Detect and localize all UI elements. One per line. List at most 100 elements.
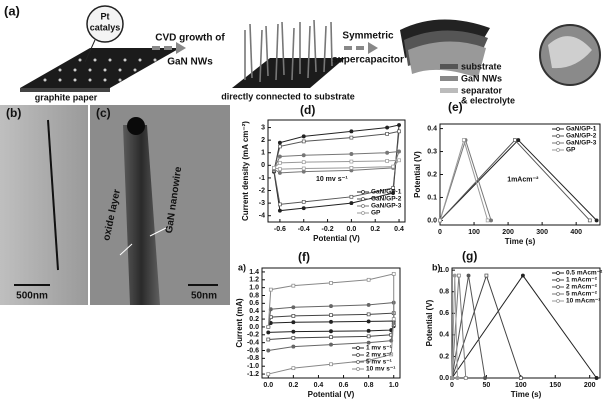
y-axis-label: Potential (V) xyxy=(413,151,422,198)
x-tick-label: 0.0 xyxy=(347,226,357,233)
point xyxy=(366,358,371,363)
point xyxy=(461,138,466,142)
zoom-line xyxy=(84,39,96,63)
point xyxy=(266,372,271,376)
series-line xyxy=(273,159,401,170)
point xyxy=(385,132,389,136)
point xyxy=(594,376,599,380)
chart: 0 100 200 300 400 0.0 0.1 0.2 0.3 0.4 Time (s) Pote… xyxy=(413,100,601,246)
arrow xyxy=(152,46,160,50)
point xyxy=(397,129,401,134)
legend-swatch xyxy=(440,76,458,81)
point xyxy=(266,330,271,335)
annotation: 10 mv s⁻¹ xyxy=(316,176,348,183)
legend-marker xyxy=(556,134,560,138)
legend-label: 10 mv s⁻¹ xyxy=(366,366,395,373)
legend-label: GP xyxy=(566,147,576,154)
y-tick-label: 0.0 xyxy=(439,375,449,382)
scale-text: 50nm xyxy=(191,291,217,302)
panel-label: (a) xyxy=(4,3,20,18)
nanowire xyxy=(123,125,160,305)
step-label: supercapacitor xyxy=(332,55,404,66)
point xyxy=(397,123,401,127)
y-tick-label: 0.2 xyxy=(249,316,259,323)
y-tick-label: 0.0 xyxy=(427,217,437,224)
point xyxy=(266,325,271,329)
device-layer xyxy=(408,41,486,78)
legend-text: & electrolyte xyxy=(461,95,515,105)
paper-edge xyxy=(20,88,110,92)
image xyxy=(90,105,230,305)
point xyxy=(349,201,354,206)
point xyxy=(291,366,296,371)
arrow xyxy=(164,46,172,50)
legend-label: 5 mv s⁻¹ xyxy=(366,359,392,366)
point xyxy=(349,159,354,164)
point xyxy=(301,160,306,165)
point xyxy=(291,336,296,340)
y-tick-label: -3 xyxy=(259,200,265,207)
chart: 0 50 100 150 200 0.0 0.2 0.4 0.6 0.8 1.0 Time (s) Po… xyxy=(425,249,603,399)
point xyxy=(366,334,371,339)
y-tick-label: 0.2 xyxy=(427,171,437,178)
step-label: Symmetric xyxy=(342,31,394,42)
point xyxy=(484,273,489,278)
point xyxy=(385,150,390,155)
y-tick-label: -1 xyxy=(259,175,265,182)
point xyxy=(366,277,371,282)
y-tick-label: 0.0 xyxy=(249,324,259,331)
x-tick-label: 50 xyxy=(483,382,491,389)
point xyxy=(349,194,354,199)
y-tick-label: 0.8 xyxy=(249,292,259,299)
legend-text: GaN NWs xyxy=(461,73,502,83)
legend-label: GaN/GP-2 xyxy=(371,196,402,203)
point xyxy=(483,376,487,380)
y-tick-label: 0.8 xyxy=(439,289,449,296)
point xyxy=(366,340,371,345)
legend-swatch xyxy=(440,88,458,93)
legend-label: 5 mAcm⁻² xyxy=(566,291,598,298)
point xyxy=(291,320,296,325)
point xyxy=(278,202,282,207)
chart: -0.6 -0.4 -0.2 0.0 0.2 0.4 -4 -3 -2 -1 0 1 2 3 Potenti… xyxy=(241,103,406,243)
chart: 0.0 0.2 0.4 0.6 0.8 1.0-1.2-1.0-0.8-0.6-0.4-0… xyxy=(235,250,401,399)
panel-label: (b) xyxy=(6,106,21,120)
catalyst-label: Pt xyxy=(101,11,110,21)
point xyxy=(277,154,282,159)
catalyst-dots xyxy=(43,58,157,82)
series-line xyxy=(439,138,489,221)
y-tick-label: 0.4 xyxy=(439,332,449,339)
series-line xyxy=(439,138,492,221)
point xyxy=(329,281,333,285)
arrow xyxy=(356,46,364,50)
legend-marker xyxy=(361,211,365,215)
plot-frame xyxy=(261,267,401,379)
point xyxy=(385,125,390,130)
legend-label: GaN/GP-3 xyxy=(566,140,597,147)
point xyxy=(397,149,401,154)
x-tick-label: -0.6 xyxy=(274,226,286,233)
plot-frame xyxy=(451,267,601,379)
y-tick-label: -0.6 xyxy=(247,347,259,354)
point xyxy=(349,166,354,170)
arrow xyxy=(368,42,378,54)
x-tick-label: 150 xyxy=(549,382,561,389)
point xyxy=(277,170,282,175)
x-tick-label: -0.2 xyxy=(322,226,334,233)
panel-sublabel: a) xyxy=(238,262,246,272)
x-tick-label: 200 xyxy=(502,229,514,236)
y-tick-label: 0.6 xyxy=(249,300,259,307)
legend-marker xyxy=(356,360,360,364)
point xyxy=(349,152,354,156)
legend-marker xyxy=(356,346,360,350)
point xyxy=(391,186,395,190)
nanowire xyxy=(47,119,59,271)
x-tick-label: 0.2 xyxy=(370,226,380,233)
point xyxy=(278,160,282,165)
image xyxy=(0,105,88,305)
panel-label: (g) xyxy=(462,249,477,263)
charts: -0.6 -0.4 -0.2 0.0 0.2 0.4-4-3-2-10123Potenti… xyxy=(235,100,603,399)
point xyxy=(450,376,454,380)
point xyxy=(513,138,517,142)
plot-frame xyxy=(267,119,406,223)
